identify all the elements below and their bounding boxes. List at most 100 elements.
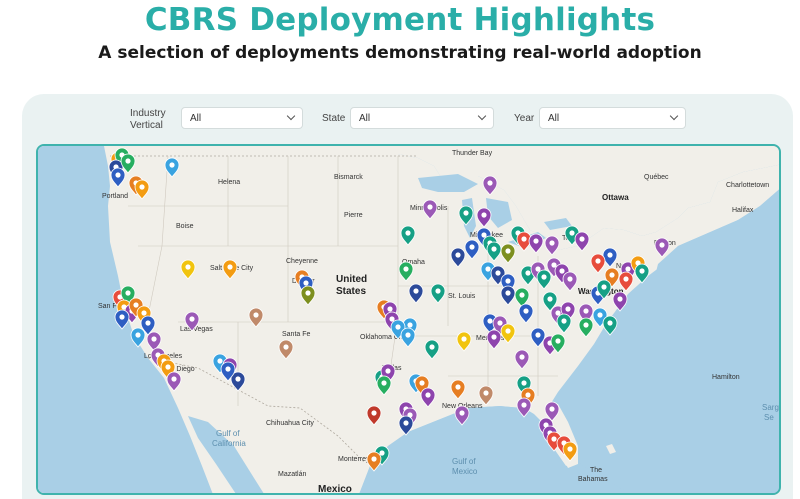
- industry-filter-label-line-2: Vertical: [130, 120, 163, 131]
- deployment-pin[interactable]: [422, 199, 438, 220]
- deployment-pin[interactable]: [398, 415, 414, 436]
- deployment-pin[interactable]: [398, 261, 414, 282]
- deployment-pin[interactable]: [486, 241, 502, 262]
- state-select[interactable]: All: [350, 107, 494, 129]
- deployment-pin[interactable]: [536, 269, 552, 290]
- deployment-pin[interactable]: [450, 247, 466, 268]
- label-states: States: [336, 286, 366, 297]
- deployment-pin[interactable]: [464, 239, 480, 260]
- deployment-map[interactable]: Thunder Bay Québec Charlottetown Helena …: [36, 144, 781, 495]
- pin-icon: [169, 162, 175, 168]
- deployment-pin[interactable]: [366, 451, 382, 472]
- map-canvas[interactable]: Thunder Bay Québec Charlottetown Helena …: [38, 146, 781, 495]
- deployment-pin[interactable]: [376, 375, 392, 396]
- deployment-pin[interactable]: [528, 233, 544, 254]
- deployment-pin[interactable]: [518, 303, 534, 324]
- chevron-down-icon: [669, 111, 679, 121]
- deployment-pin[interactable]: [482, 175, 498, 196]
- deployment-pin[interactable]: [590, 253, 606, 274]
- deployment-pin[interactable]: [634, 263, 650, 284]
- pin-icon: [535, 332, 541, 338]
- deployment-pin[interactable]: [516, 231, 532, 252]
- deployment-pin[interactable]: [514, 287, 530, 308]
- deployment-pin[interactable]: [424, 339, 440, 360]
- deployment-pin[interactable]: [562, 271, 578, 292]
- deployment-pin[interactable]: [486, 329, 502, 350]
- deployment-pin[interactable]: [458, 205, 474, 226]
- deployment-pin[interactable]: [562, 441, 578, 462]
- deployment-pin[interactable]: [400, 225, 416, 246]
- deployment-pin[interactable]: [110, 167, 126, 188]
- deployment-pin[interactable]: [456, 331, 472, 352]
- pin-icon: [535, 266, 541, 272]
- pin-icon: [559, 268, 565, 274]
- deployment-pin[interactable]: [366, 405, 382, 426]
- deployment-pin[interactable]: [516, 397, 532, 418]
- pin-icon: [389, 316, 395, 322]
- deployment-pin[interactable]: [222, 259, 238, 280]
- pin-icon: [487, 318, 493, 324]
- deployment-pin[interactable]: [430, 283, 446, 304]
- pin-icon: [505, 248, 511, 254]
- deployment-pin[interactable]: [278, 339, 294, 360]
- pin-icon: [659, 242, 665, 248]
- pin-icon: [579, 236, 585, 242]
- deployment-pin[interactable]: [500, 243, 516, 264]
- deployment-pin[interactable]: [500, 285, 516, 306]
- pin-icon: [425, 392, 431, 398]
- industry-select[interactable]: All: [181, 107, 303, 129]
- deployment-pin[interactable]: [146, 331, 162, 352]
- pin-icon: [125, 158, 131, 164]
- deployment-pin[interactable]: [574, 231, 590, 252]
- deployment-pin[interactable]: [602, 315, 618, 336]
- pin-icon: [521, 380, 527, 386]
- deployment-pin[interactable]: [164, 157, 180, 178]
- deployment-pin[interactable]: [248, 307, 264, 328]
- deployment-pin[interactable]: [120, 153, 136, 174]
- year-select[interactable]: All: [539, 107, 686, 129]
- deployment-pin[interactable]: [550, 333, 566, 354]
- deployment-pin[interactable]: [180, 259, 196, 280]
- deployment-pin[interactable]: [140, 315, 156, 336]
- deployment-pin[interactable]: [220, 361, 236, 382]
- deployment-pin[interactable]: [184, 311, 200, 332]
- deployment-pin[interactable]: [578, 303, 594, 324]
- deployment-pin[interactable]: [454, 405, 470, 426]
- deployment-pin[interactable]: [618, 271, 634, 292]
- pin-icon: [371, 456, 377, 462]
- deployment-pin[interactable]: [300, 285, 316, 306]
- deployment-pin[interactable]: [612, 291, 628, 312]
- deployment-pin[interactable]: [114, 309, 130, 330]
- deployment-pin[interactable]: [596, 279, 612, 300]
- deployment-pin[interactable]: [544, 235, 560, 256]
- deployment-pin[interactable]: [476, 207, 492, 228]
- pin-icon: [609, 272, 615, 278]
- deployment-pin[interactable]: [130, 327, 146, 348]
- industry-filter-label: Industry Vertical: [130, 108, 166, 132]
- pin-icon: [403, 266, 409, 272]
- deployment-pin[interactable]: [420, 387, 436, 408]
- canada-land: [38, 146, 779, 250]
- deployment-pins[interactable]: [108, 147, 670, 472]
- deployment-pin[interactable]: [166, 371, 182, 392]
- deployment-pin[interactable]: [134, 179, 150, 200]
- industry-filter-label-line-1: Industry: [130, 108, 166, 119]
- deployment-pin[interactable]: [578, 317, 594, 338]
- deployment-pin[interactable]: [500, 323, 516, 344]
- deployment-pin[interactable]: [542, 291, 558, 312]
- deployment-pin[interactable]: [478, 385, 494, 406]
- deployment-pin[interactable]: [544, 401, 560, 422]
- pin-icon: [435, 288, 441, 294]
- deployment-pin[interactable]: [450, 379, 466, 400]
- deployment-pin[interactable]: [514, 349, 530, 370]
- deployment-pin[interactable]: [654, 237, 670, 258]
- deployment-pin[interactable]: [556, 313, 572, 334]
- lake-superior: [418, 174, 478, 192]
- label-portland: Portland: [102, 193, 128, 200]
- pin-icon: [371, 410, 377, 416]
- deployment-pin[interactable]: [408, 283, 424, 304]
- pin-icon: [555, 338, 561, 344]
- deployment-pin[interactable]: [602, 247, 618, 268]
- deployment-pin[interactable]: [400, 327, 416, 348]
- deployment-pin[interactable]: [230, 371, 246, 392]
